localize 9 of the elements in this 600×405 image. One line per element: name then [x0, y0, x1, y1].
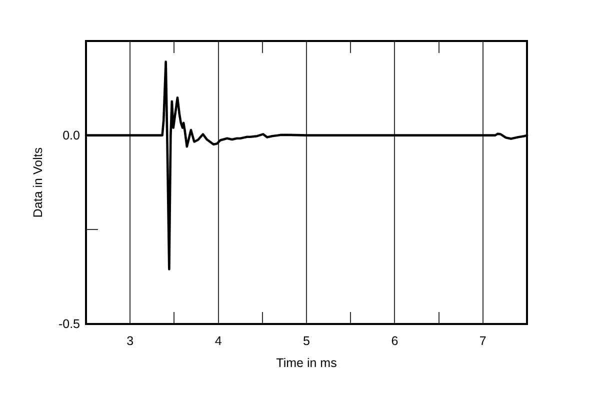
- y-tick-label: -0.5: [58, 317, 80, 331]
- x-tick-label: 3: [126, 334, 134, 348]
- x-tick-label: 5: [303, 334, 310, 348]
- x-tick-label: 4: [214, 334, 222, 348]
- y-tick-label: 0.0: [62, 128, 80, 142]
- x-tick-label: 7: [479, 334, 486, 348]
- y-axis-title: Data in Volts: [31, 147, 45, 218]
- x-tick-label: 6: [391, 334, 398, 348]
- x-axis-title: Time in ms: [276, 356, 337, 370]
